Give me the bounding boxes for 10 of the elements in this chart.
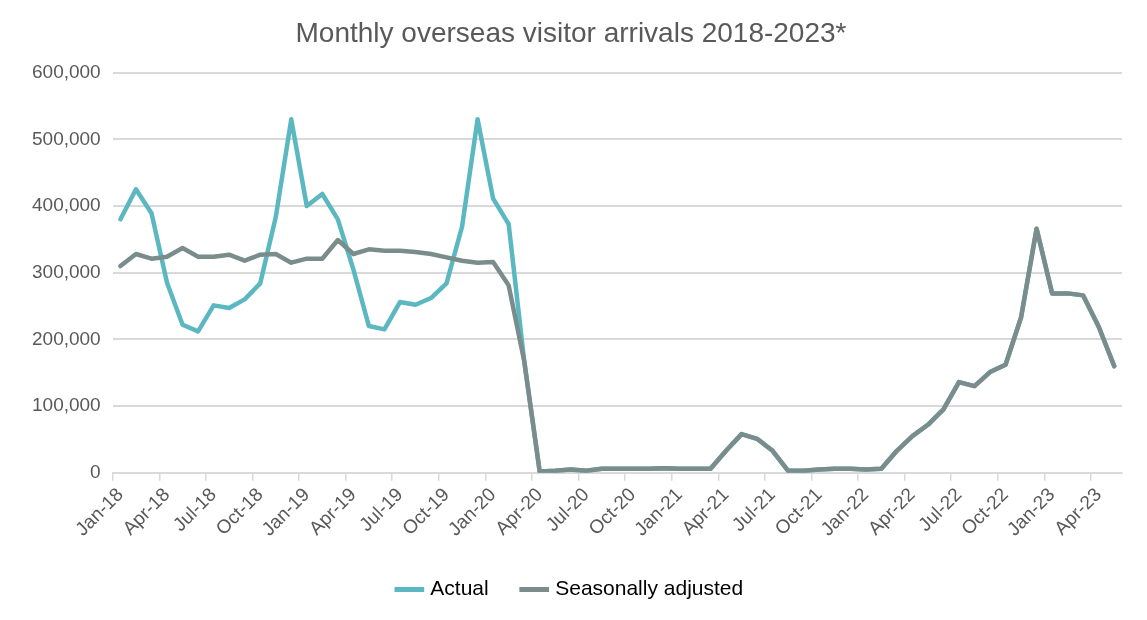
y-tick-label: 100,000 bbox=[31, 394, 101, 416]
legend-label: Seasonally adjusted bbox=[555, 576, 744, 600]
y-tick-label: 200,000 bbox=[31, 327, 101, 349]
y-tick-label: 500,000 bbox=[31, 127, 101, 149]
chart-title: Monthly overseas visitor arrivals 2018-2023* bbox=[295, 16, 847, 48]
y-tick-label: 300,000 bbox=[31, 260, 101, 282]
y-tick-label: 400,000 bbox=[31, 194, 101, 216]
legend-label: Actual bbox=[430, 576, 489, 600]
y-tick-label: 0 bbox=[90, 461, 101, 483]
y-tick-label: 600,000 bbox=[31, 60, 101, 82]
